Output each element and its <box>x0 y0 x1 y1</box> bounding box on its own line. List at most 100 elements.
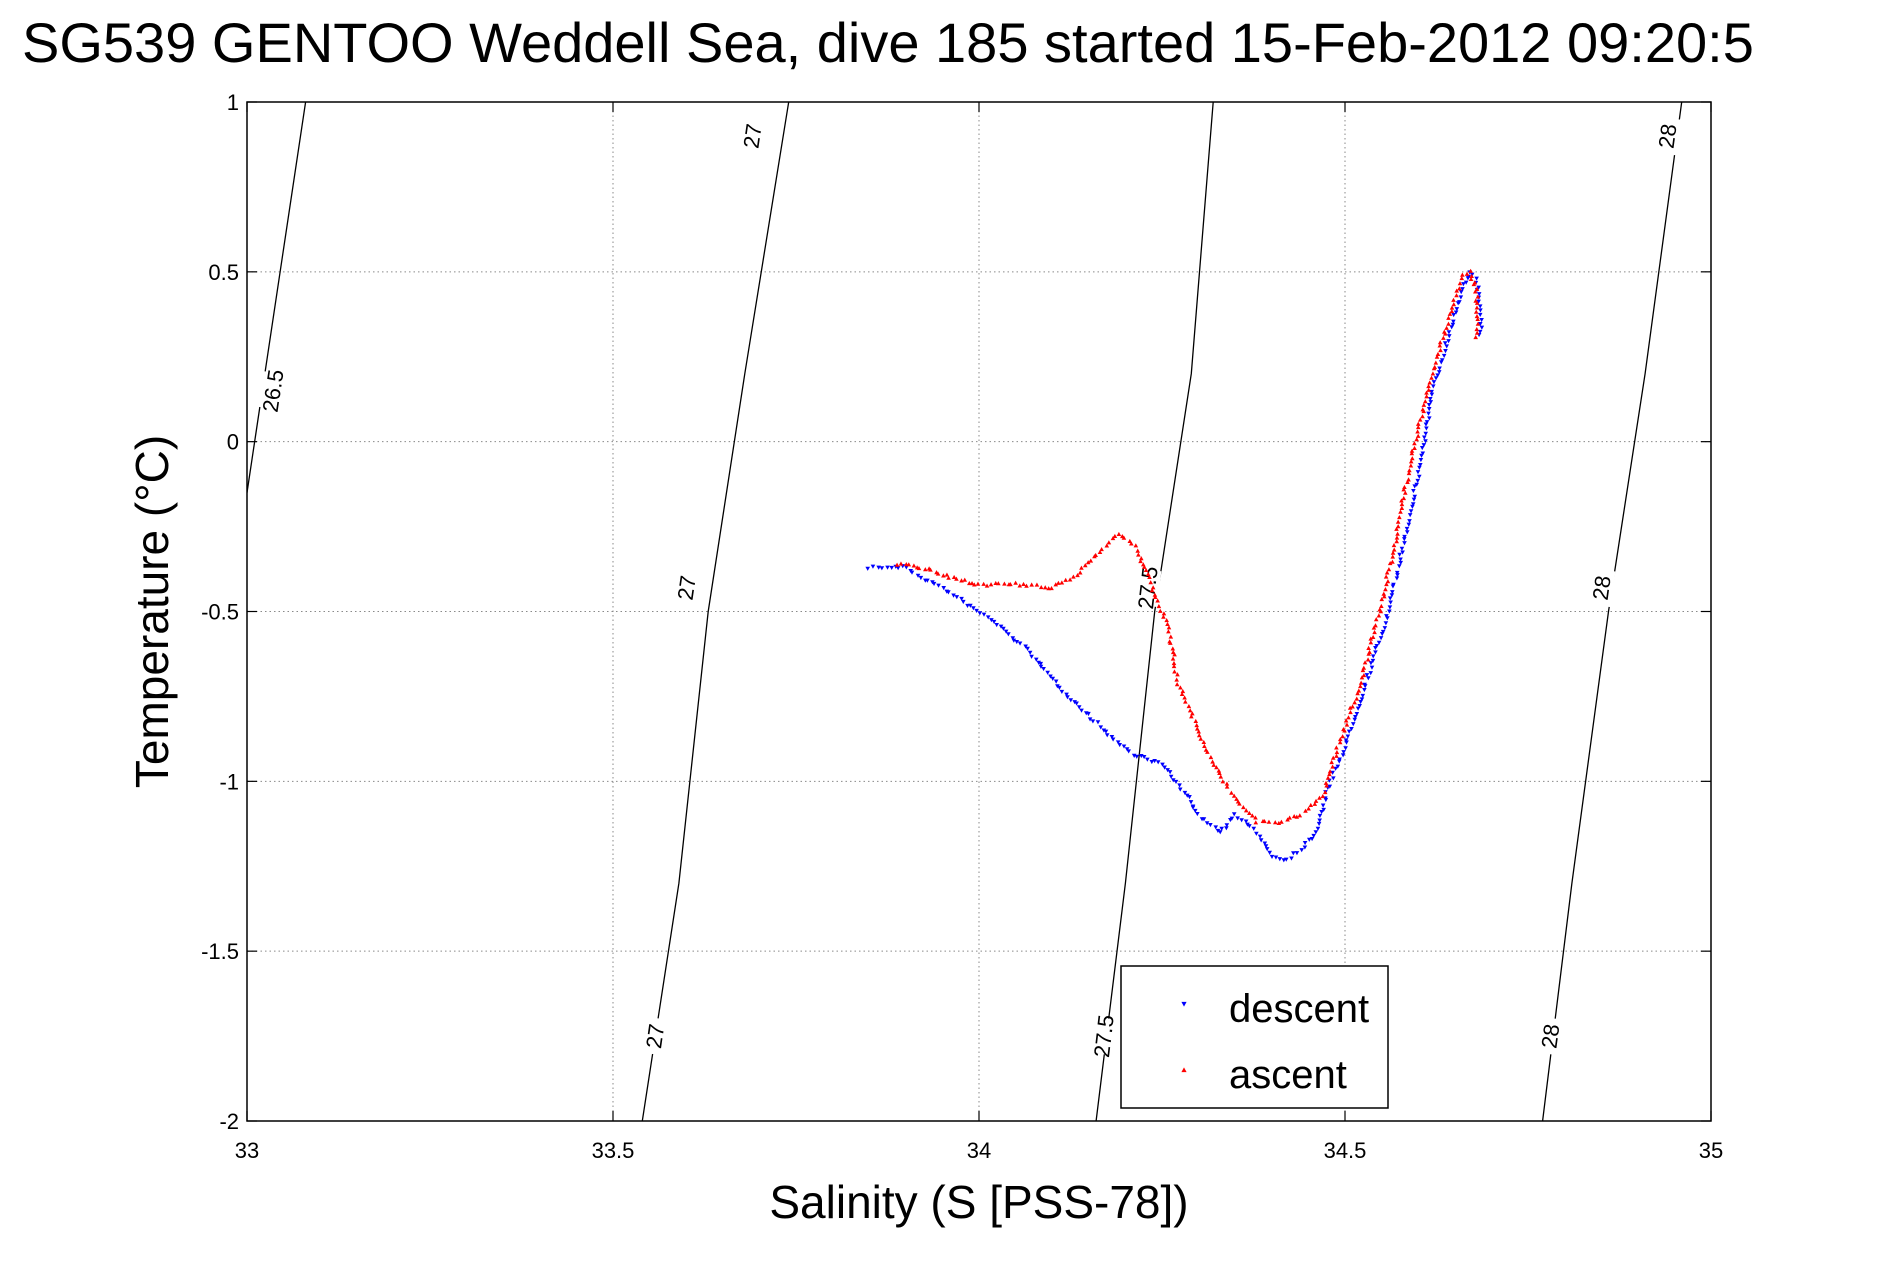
data-point-descent <box>1017 641 1023 646</box>
data-point-ascent <box>1135 548 1141 553</box>
data-point-ascent <box>898 561 904 566</box>
data-point-descent <box>1309 837 1315 842</box>
data-point-ascent <box>1474 313 1480 319</box>
data-point-ascent <box>1013 580 1018 585</box>
data-point-ascent <box>1474 305 1480 310</box>
data-point-ascent <box>1208 754 1214 760</box>
data-point-ascent <box>1029 582 1034 587</box>
data-point-ascent <box>1049 585 1054 591</box>
x-tick-label: 33.5 <box>592 1138 635 1163</box>
data-point-descent <box>1204 821 1210 826</box>
data-point-ascent <box>1386 567 1392 572</box>
legend-marker-ascent <box>1181 1067 1187 1073</box>
data-point-descent <box>1124 747 1130 752</box>
data-point-ascent <box>1337 737 1343 742</box>
y-tick-label: -2 <box>219 1109 239 1134</box>
data-point-descent <box>971 606 976 611</box>
data-point-descent <box>1407 513 1413 518</box>
data-point-descent <box>895 566 901 571</box>
data-point-ascent <box>1401 487 1406 492</box>
data-point-ascent <box>1294 814 1300 819</box>
data-point-descent <box>1404 530 1410 535</box>
data-point-descent <box>1340 753 1346 758</box>
data-point-ascent <box>1420 414 1425 419</box>
data-point-descent <box>1201 817 1207 822</box>
data-point-descent <box>1446 334 1452 339</box>
data-point-descent <box>1055 684 1060 689</box>
data-point-descent <box>1074 701 1079 706</box>
data-point-ascent <box>1422 399 1428 404</box>
data-point-descent <box>1315 826 1321 831</box>
data-point-descent <box>1394 570 1400 576</box>
data-point-ascent <box>1343 718 1349 723</box>
data-point-descent <box>1053 679 1059 684</box>
x-tick-label: 34.5 <box>1324 1138 1367 1163</box>
data-point-descent <box>1165 768 1170 773</box>
data-point-descent <box>1109 735 1115 740</box>
data-point-descent <box>1460 287 1465 292</box>
data-point-ascent <box>1085 560 1091 565</box>
data-point-descent <box>1145 757 1150 762</box>
data-point-descent <box>1192 808 1198 814</box>
data-point-ascent <box>975 581 981 586</box>
data-point-ascent <box>1156 604 1162 609</box>
data-point-descent <box>879 566 885 571</box>
data-point-ascent <box>1398 509 1403 514</box>
x-tick-label: 33 <box>235 1138 259 1163</box>
data-point-ascent <box>1414 437 1419 442</box>
data-point-descent <box>974 608 979 613</box>
data-point-descent <box>1437 366 1442 371</box>
data-point-descent <box>1402 541 1407 546</box>
data-point-descent <box>870 564 876 569</box>
data-point-descent <box>1167 770 1173 775</box>
contour-label-bg <box>640 1016 670 1056</box>
series-descent <box>865 270 1485 863</box>
data-point-ascent <box>1444 325 1449 330</box>
data-point-ascent <box>1077 570 1083 575</box>
data-point-ascent <box>1348 709 1353 715</box>
data-point-descent <box>1048 674 1053 679</box>
data-point-descent <box>1469 272 1475 277</box>
data-point-descent <box>1254 831 1259 836</box>
data-point-ascent <box>911 563 917 568</box>
data-point-descent <box>1349 727 1354 732</box>
data-point-descent <box>1103 729 1109 734</box>
x-tick-label: 35 <box>1699 1138 1723 1163</box>
data-point-descent <box>1433 376 1439 381</box>
x-axis-ticks: 33 33.5 34 34.5 35 <box>235 102 1723 1163</box>
data-point-ascent <box>1407 468 1412 473</box>
data-point-ascent <box>1325 775 1331 780</box>
data-point-ascent <box>1330 764 1335 769</box>
data-point-ascent <box>1186 703 1192 709</box>
data-point-ascent <box>1171 663 1177 669</box>
data-point-descent <box>889 565 895 571</box>
data-point-ascent <box>1218 774 1224 779</box>
data-point-descent <box>1294 851 1300 856</box>
legend-entry-descent: descent <box>1229 987 1369 1031</box>
data-point-ascent <box>1420 407 1426 412</box>
data-point-ascent <box>1446 321 1451 326</box>
data-point-descent <box>1219 826 1224 831</box>
data-point-ascent <box>1145 571 1151 576</box>
data-point-ascent <box>941 573 946 578</box>
data-point-ascent <box>906 562 912 567</box>
data-point-descent <box>1059 689 1065 694</box>
data-point-descent <box>1451 312 1456 318</box>
data-point-ascent <box>1166 625 1172 630</box>
data-point-ascent <box>1449 305 1455 310</box>
data-point-ascent <box>1359 675 1365 680</box>
data-point-descent <box>1418 458 1424 463</box>
data-point-descent <box>1374 644 1380 649</box>
data-point-descent <box>1251 826 1257 831</box>
legend: descent ascent <box>1120 965 1389 1109</box>
data-point-ascent <box>1473 334 1478 340</box>
data-point-ascent <box>1361 672 1367 678</box>
data-point-ascent <box>954 576 959 581</box>
data-point-descent <box>1478 321 1483 327</box>
data-point-ascent <box>1182 695 1187 700</box>
data-point-ascent <box>1415 425 1421 430</box>
data-point-ascent <box>1317 795 1322 800</box>
data-point-ascent <box>1231 793 1237 798</box>
data-point-descent <box>1283 857 1289 862</box>
data-point-ascent <box>1180 689 1186 694</box>
